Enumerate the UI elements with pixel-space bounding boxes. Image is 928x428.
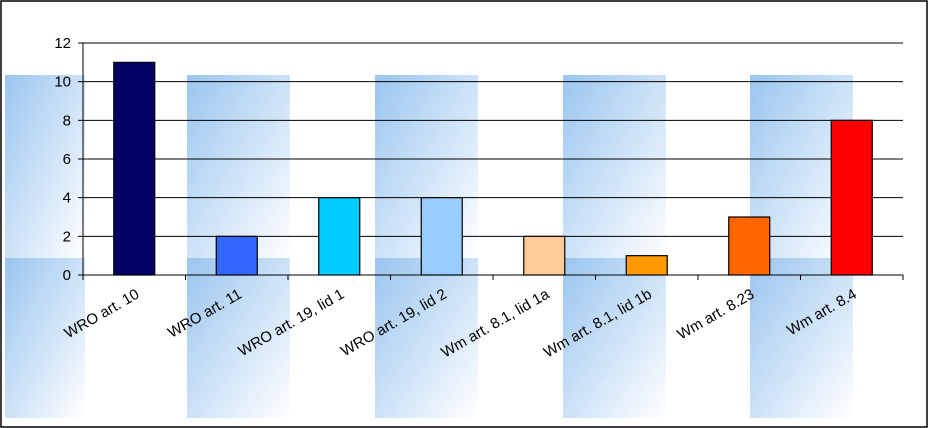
y-tick-label: 8 [63, 112, 71, 129]
y-tick-label: 10 [54, 74, 71, 91]
y-tick-label: 0 [63, 267, 71, 284]
bar [420, 197, 463, 276]
bar [625, 255, 668, 276]
bar [318, 197, 361, 276]
y-tick-label: 2 [63, 228, 71, 245]
y-tick-label: 4 [63, 190, 71, 207]
bar [830, 119, 873, 276]
bar [113, 61, 156, 276]
bar [728, 216, 771, 276]
bar [215, 235, 258, 276]
bar [523, 235, 566, 276]
y-tick-label: 12 [54, 35, 71, 52]
background [5, 75, 853, 418]
y-tick-label: 6 [63, 151, 71, 168]
